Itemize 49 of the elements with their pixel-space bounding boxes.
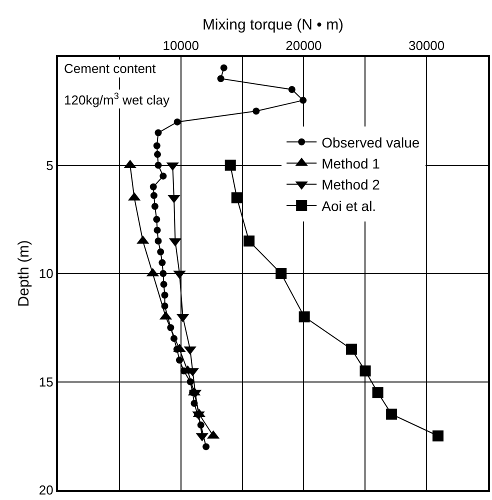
point bbox=[252, 108, 260, 115]
point bbox=[150, 192, 158, 200]
point bbox=[160, 172, 167, 180]
point bbox=[160, 270, 167, 277]
point bbox=[160, 280, 168, 288]
point bbox=[154, 129, 162, 136]
point bbox=[300, 96, 307, 104]
legend-label: Aoi et al. bbox=[322, 198, 376, 214]
annotation: 120kg/m$^{3}$ wet clay bbox=[64, 91, 170, 108]
point bbox=[150, 183, 157, 190]
point bbox=[154, 238, 162, 245]
point bbox=[298, 311, 310, 322]
point bbox=[231, 192, 242, 204]
x-tick-label: 20000 bbox=[286, 38, 322, 53]
point bbox=[174, 118, 181, 126]
point bbox=[157, 248, 164, 256]
x-tick-label: 10000 bbox=[162, 38, 199, 53]
point bbox=[220, 64, 228, 72]
point bbox=[217, 75, 224, 82]
point bbox=[151, 202, 158, 210]
point bbox=[432, 430, 444, 442]
legend-label: Observed value bbox=[322, 134, 420, 150]
point bbox=[360, 365, 371, 376]
point bbox=[153, 142, 160, 150]
point bbox=[346, 344, 358, 355]
point bbox=[154, 150, 162, 158]
point bbox=[153, 216, 160, 223]
point bbox=[154, 162, 162, 169]
point bbox=[244, 236, 255, 247]
y-tick-label: 20 bbox=[38, 482, 54, 498]
legend-label: Method 1 bbox=[322, 156, 380, 172]
annotation: Cement content bbox=[64, 61, 156, 76]
y-tick-label: 5 bbox=[46, 158, 54, 173]
point bbox=[372, 387, 384, 398]
x-axis-title: Mixing torque (N • m) bbox=[202, 16, 344, 34]
point bbox=[288, 86, 296, 93]
point bbox=[176, 356, 184, 364]
y-tick-label: 10 bbox=[38, 266, 54, 282]
point bbox=[158, 259, 166, 266]
x-tick-label: 30000 bbox=[408, 38, 445, 53]
y-tick-label: 15 bbox=[38, 374, 54, 390]
point bbox=[224, 160, 236, 171]
legend-label: Method 2 bbox=[322, 176, 380, 193]
y-axis-title: Depth (m) bbox=[16, 240, 33, 307]
point bbox=[202, 443, 210, 450]
point bbox=[276, 268, 287, 279]
point bbox=[386, 408, 398, 420]
point bbox=[161, 292, 168, 299]
point bbox=[154, 226, 161, 234]
